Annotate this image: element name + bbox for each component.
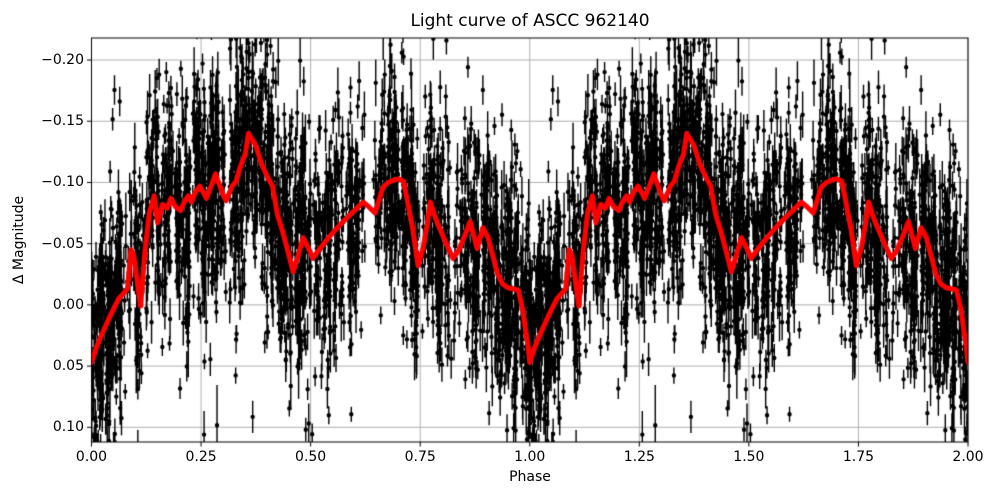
y-tick-label: −0.05 <box>41 235 84 252</box>
y-tick-label: −0.15 <box>41 113 84 130</box>
x-tick-label: 1.25 <box>623 449 655 465</box>
chart-title: Light curve of ASCC 962140 <box>410 11 650 31</box>
x-tick-label: 0.00 <box>75 449 108 465</box>
y-axis-label: Δ Magnitude <box>11 195 27 285</box>
x-tick-label: 0.25 <box>185 449 217 465</box>
x-tick-label: 0.75 <box>404 449 436 465</box>
x-tick-label: 1.00 <box>514 449 546 465</box>
x-tick-label: 0.50 <box>295 449 327 465</box>
x-tick-label: 2.00 <box>952 449 984 465</box>
x-tick-label: 1.75 <box>842 449 875 465</box>
y-tick-label: −0.20 <box>41 52 84 69</box>
x-axis-label: Phase <box>509 469 551 485</box>
y-tick-label: 0.10 <box>52 419 84 436</box>
y-tick-label: 0.05 <box>52 358 84 375</box>
y-tick-label: −0.10 <box>41 174 84 191</box>
x-tick-label: 1.50 <box>733 449 765 465</box>
y-tick-label: 0.00 <box>52 296 84 313</box>
